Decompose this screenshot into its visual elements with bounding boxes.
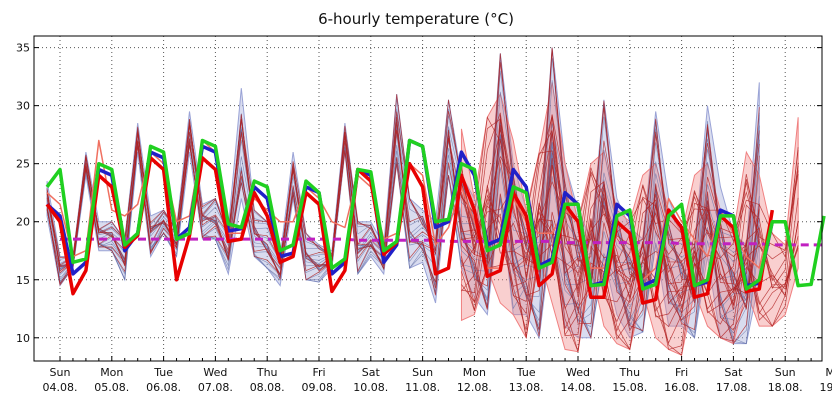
x-tick-day-8: Mon — [463, 366, 486, 379]
red-member-2 — [46, 47, 760, 266]
x-tick-date-9: 13.08. — [509, 381, 544, 394]
x-tick-date-3: 07.08. — [198, 381, 233, 394]
x-tick-day-3: Wed — [203, 366, 227, 379]
x-tick-day-0: Sun — [50, 366, 71, 379]
y-axis-ticks: 10 15 20 25 30 35 — [16, 42, 822, 345]
x-tick-day-6: Sat — [362, 366, 381, 379]
y-tick-label-20: 20 — [16, 216, 30, 229]
x-tick-day-14: Sun — [775, 366, 796, 379]
x-tick-date-10: 14.08. — [561, 381, 596, 394]
series-line-green-line — [45, 138, 826, 291]
y-tick-label-25: 25 — [16, 158, 30, 171]
x-tick-date-0: 04.08. — [43, 381, 78, 394]
x-tick-day-1: Mon — [100, 366, 123, 379]
series-line-climate-line — [60, 237, 824, 247]
x-tick-date-7: 11.08. — [405, 381, 440, 394]
red-member-17 — [461, 114, 799, 292]
x-tick-date-11: 15.08. — [612, 381, 647, 394]
x-tick-day-10: Wed — [566, 366, 590, 379]
x-tick-day-15: Mon — [825, 366, 832, 379]
x-tick-date-15: 19.08. — [820, 381, 832, 394]
y-tick-label-35: 35 — [16, 42, 30, 55]
x-tick-day-9: Tue — [516, 366, 536, 379]
x-tick-day-11: Thu — [618, 366, 640, 379]
y-tick-label-10: 10 — [16, 332, 30, 345]
y-tick-label-30: 30 — [16, 100, 30, 113]
x-tick-day-4: Thu — [256, 366, 278, 379]
plot-frame — [33, 35, 823, 362]
x-tick-day-7: Sun — [412, 366, 433, 379]
x-tick-date-2: 06.08. — [146, 381, 181, 394]
x-tick-date-4: 08.08. — [250, 381, 285, 394]
x-tick-date-12: 16.08. — [664, 381, 699, 394]
x-tick-date-13: 17.08. — [716, 381, 751, 394]
series-line-red-line — [45, 156, 775, 305]
x-tick-day-2: Tue — [153, 366, 173, 379]
x-tick-day-5: Fri — [312, 366, 325, 379]
x-axis-ticks: Sun 04.08. Mon 05.08. Tue 06.08. Wed 07.08. Thu 0… — [43, 356, 832, 394]
chart-title: 6-hourly temperature (°C) — [318, 10, 514, 28]
x-tick-date-5: 09.08. — [302, 381, 337, 394]
ensemble-bands — [46, 47, 799, 356]
series-lines — [45, 138, 826, 305]
x-tick-date-8: 12.08. — [457, 381, 492, 394]
x-tick-day-13: Sat — [724, 366, 743, 379]
y-tick-label-15: 15 — [16, 274, 30, 287]
x-tick-day-12: Fri — [675, 366, 688, 379]
x-tick-date-14: 18.08. — [768, 381, 803, 394]
x-tick-date-6: 10.08. — [353, 381, 388, 394]
x-tick-date-1: 05.08. — [94, 381, 129, 394]
